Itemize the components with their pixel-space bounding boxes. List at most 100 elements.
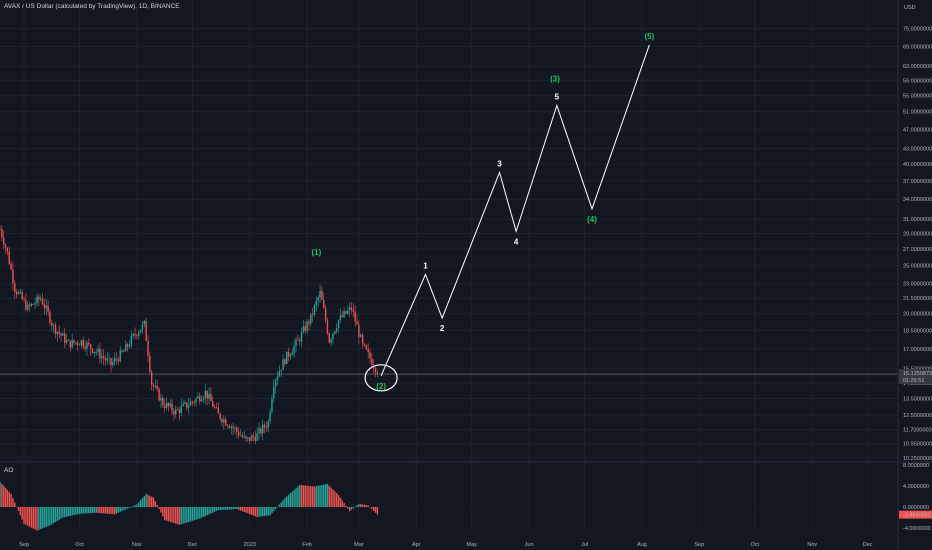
- ao-bar: [254, 507, 256, 517]
- y-tick-label: 69.0000000: [903, 44, 932, 50]
- candle-body: [19, 292, 22, 293]
- candle-body: [358, 324, 360, 337]
- y-tick-label: 75.0000000: [903, 26, 932, 32]
- ao-bar: [269, 507, 271, 516]
- candle-body: [152, 384, 155, 387]
- ao-bar: [200, 507, 203, 518]
- ao-bar: [121, 507, 123, 512]
- candle-body: [297, 339, 299, 341]
- candle-body: [4, 244, 7, 248]
- x-tick-label: Mar: [354, 542, 364, 548]
- ao-bar: [306, 485, 308, 507]
- ao-bar: [27, 507, 29, 526]
- ao-bar: [330, 487, 332, 507]
- ao-bar: [173, 507, 175, 524]
- candle-body: [82, 340, 84, 347]
- ao-bar: [313, 486, 316, 507]
- ao-bar: [197, 507, 199, 520]
- countdown-timer: 01:26:51: [903, 378, 924, 384]
- ao-bar: [115, 507, 118, 514]
- y-tick-label: 10.9500000: [903, 442, 932, 448]
- y-tick-label: 25.0000000: [903, 264, 932, 270]
- ao-bar: [339, 497, 342, 507]
- ao-bar: [136, 504, 138, 507]
- candle-body: [249, 437, 251, 441]
- candle-body: [206, 390, 208, 399]
- ao-bar: [123, 507, 125, 511]
- ao-bar: [265, 507, 268, 516]
- ao-bar: [252, 507, 255, 516]
- ao-bar: [239, 507, 242, 511]
- x-tick-label: Aug: [637, 542, 647, 548]
- candle-body: [293, 345, 295, 353]
- ao-bar: [36, 507, 38, 531]
- ao-bar: [336, 493, 338, 507]
- ao-bar: [175, 507, 177, 524]
- candle-body: [80, 340, 83, 346]
- ao-bar: [91, 507, 94, 514]
- candle-body: [230, 426, 232, 429]
- ao-bar: [104, 507, 107, 514]
- ao-bar: [184, 507, 186, 524]
- candle-body: [71, 339, 73, 348]
- candle-body: [289, 355, 292, 357]
- ao-bar: [178, 507, 181, 525]
- candle-body: [234, 427, 236, 429]
- ao-bar: [80, 507, 83, 514]
- ao-bar: [52, 507, 55, 524]
- ao-bar: [321, 485, 323, 507]
- ao-bar: [156, 505, 158, 507]
- candle-body: [30, 303, 33, 306]
- ao-bar: [160, 507, 162, 513]
- ao-bar: [300, 485, 303, 507]
- ao-bar: [373, 507, 375, 511]
- ao-bar: [38, 507, 40, 530]
- candle-body: [263, 424, 266, 428]
- candle-body: [158, 388, 160, 401]
- ao-bar: [30, 507, 33, 528]
- candle-body: [0, 229, 1, 230]
- candle-body: [89, 344, 92, 349]
- y-tick-label: 55.0000000: [903, 93, 932, 99]
- candle-body: [330, 339, 332, 343]
- candle-body: [323, 299, 325, 308]
- ao-bar: [54, 507, 57, 522]
- candle-body: [3, 237, 5, 245]
- candle-body: [178, 409, 181, 413]
- candle-body: [162, 397, 164, 406]
- x-tick-label: Nov: [132, 542, 142, 548]
- ao-bar: [169, 507, 171, 522]
- candle-body: [182, 403, 184, 406]
- candle-body: [328, 333, 330, 343]
- ao-bar: [352, 507, 355, 509]
- ao-tick-label: 8.0000000: [903, 463, 929, 469]
- wave-label: (3): [550, 74, 560, 83]
- ao-bar: [348, 507, 351, 512]
- candle-body: [237, 431, 240, 436]
- candle-body: [210, 393, 212, 402]
- ao-bar: [245, 507, 247, 513]
- y-tick-label: 37.0000000: [903, 179, 932, 185]
- ao-bar: [287, 494, 290, 507]
- ao-bar: [226, 507, 229, 510]
- ao-bar: [345, 505, 347, 507]
- wave-label: 1: [423, 261, 428, 270]
- ao-bar: [114, 507, 116, 515]
- candle-body: [36, 296, 38, 304]
- candle-body: [311, 313, 314, 315]
- candle-body: [232, 426, 234, 428]
- y-tick-label: 11.7000000: [903, 427, 932, 433]
- candle-body: [84, 346, 86, 349]
- ao-bar: [88, 507, 90, 514]
- ao-bar: [332, 489, 334, 507]
- candle-body: [226, 425, 229, 427]
- candle-body: [267, 421, 269, 428]
- candle-body: [165, 402, 168, 408]
- candle-body: [151, 371, 153, 385]
- candle-body: [91, 348, 94, 353]
- candle-body: [191, 401, 194, 403]
- ao-bar: [102, 507, 105, 514]
- candle-body: [99, 349, 101, 359]
- ao-bar: [350, 507, 353, 510]
